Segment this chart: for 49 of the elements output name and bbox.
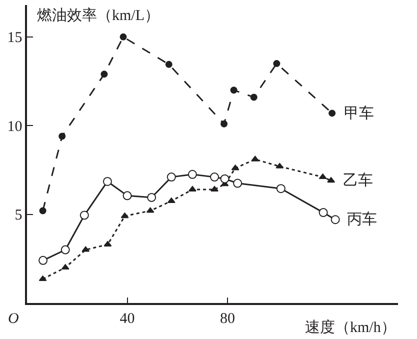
series-label: 甲车: [344, 105, 374, 122]
x-tick-label: 40: [120, 310, 135, 327]
series-label: 乙车: [343, 172, 373, 189]
point: [82, 246, 90, 252]
point: [233, 178, 242, 188]
y-tick-label: 15: [7, 30, 22, 46]
point: [102, 176, 112, 186]
point: [220, 174, 230, 184]
point: [146, 207, 154, 213]
y-axis-title: 燃油效率（km/L）: [37, 7, 160, 24]
point: [122, 191, 132, 200]
point: [231, 164, 240, 170]
point: [210, 172, 220, 182]
series-label: 丙车: [347, 211, 377, 228]
point: [100, 70, 108, 78]
point: [166, 172, 176, 182]
point: [220, 120, 228, 128]
point: [250, 94, 258, 101]
point: [328, 110, 336, 117]
point: [167, 198, 176, 204]
point: [58, 132, 66, 140]
point: [318, 174, 327, 180]
x-axis-title: 速度（km/h）: [305, 319, 396, 336]
point: [327, 177, 336, 183]
point: [230, 86, 238, 94]
text: O: [8, 311, 19, 327]
point: [38, 256, 48, 265]
point: [80, 210, 89, 220]
x-tick-label: 80: [220, 310, 236, 327]
point: [39, 207, 46, 214]
point: [60, 245, 70, 254]
y-tick-label: 5: [14, 208, 22, 224]
point: [147, 192, 156, 202]
point: [188, 170, 197, 179]
point: [330, 215, 340, 224]
point: [38, 276, 47, 282]
point: [188, 186, 196, 192]
point: [104, 240, 112, 246]
point: [251, 156, 260, 162]
point: [276, 184, 286, 194]
point: [165, 60, 172, 68]
point: [210, 186, 218, 192]
y-tick-label: 10: [7, 118, 22, 135]
point: [120, 212, 129, 218]
point: [273, 60, 280, 68]
point: [120, 33, 127, 40]
point: [61, 264, 70, 270]
point: [276, 162, 284, 168]
point: [318, 208, 328, 218]
